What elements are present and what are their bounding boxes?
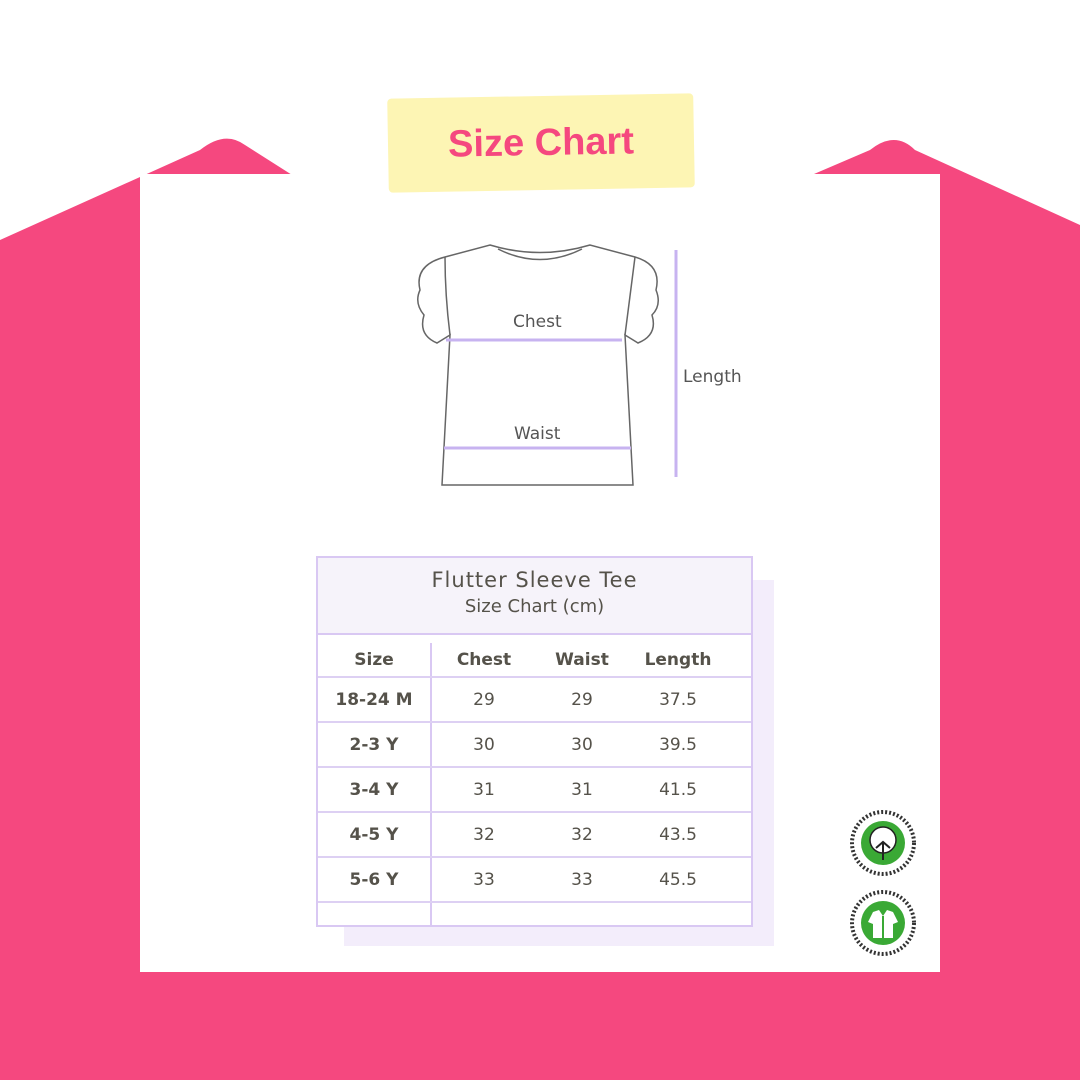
table-row: 4-5 Y 32 32 43.5 (318, 813, 751, 858)
table-row: 18-24 M 29 29 37.5 (318, 678, 751, 723)
table-row: 5-6 Y 33 33 45.5 (318, 858, 751, 903)
cell: 30 (473, 734, 495, 755)
col-header: Waist (555, 649, 609, 670)
cell: 33 (473, 869, 495, 890)
cell: 41.5 (659, 779, 697, 800)
cell: 33 (571, 869, 593, 890)
cell: 43.5 (659, 824, 697, 845)
cell: 45.5 (659, 869, 697, 890)
size-table: Flutter Sleeve Tee Size Chart (cm) Size … (316, 556, 753, 927)
cell: 39.5 (659, 734, 697, 755)
cell: 32 (473, 824, 495, 845)
col-header: Size (318, 643, 432, 676)
table-subtitle: Size Chart (cm) (464, 596, 605, 617)
table-header: Flutter Sleeve Tee Size Chart (cm) (318, 558, 751, 635)
cell: 32 (571, 824, 593, 845)
cell: 37.5 (659, 689, 697, 710)
size-cell: 5-6 Y (318, 858, 432, 901)
waist-label: Waist (514, 424, 561, 444)
table-row: 2-3 Y 30 30 39.5 (318, 723, 751, 768)
cell: 29 (571, 689, 593, 710)
empty-row (318, 903, 751, 925)
cell: 31 (473, 779, 495, 800)
organic-cotton-logo (850, 810, 916, 876)
page-title: Size Chart (447, 119, 635, 166)
table-title: Flutter Sleeve Tee (431, 568, 638, 592)
length-label: Length (683, 367, 742, 387)
col-header: Chest (456, 649, 512, 670)
cell: 29 (473, 689, 495, 710)
size-cell: 4-5 Y (318, 813, 432, 856)
chest-label: Chest (513, 312, 562, 332)
header-row: Size Chest Waist Length (318, 635, 751, 678)
gots-logo (850, 890, 916, 956)
tee-diagram (417, 244, 678, 486)
cell: 31 (571, 779, 593, 800)
size-cell: 3-4 Y (318, 768, 432, 811)
col-header: Length (644, 649, 712, 670)
size-cell: 2-3 Y (318, 723, 432, 766)
title-badge: Size Chart (387, 93, 695, 193)
cell: 30 (571, 734, 593, 755)
table-row: 3-4 Y 31 31 41.5 (318, 768, 751, 813)
size-cell: 18-24 M (318, 678, 432, 721)
